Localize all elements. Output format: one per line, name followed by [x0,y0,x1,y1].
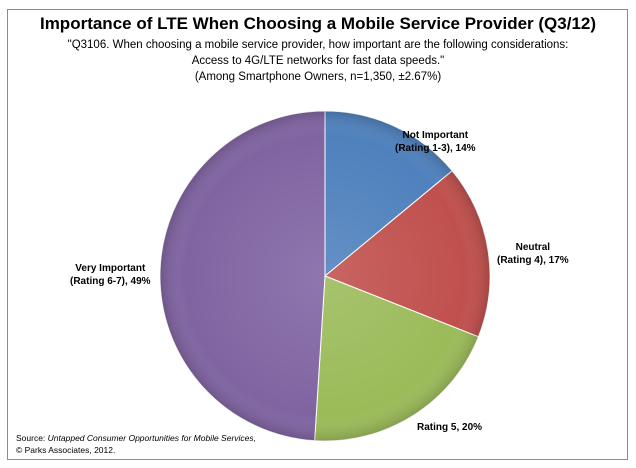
label-line: (Rating 4), 17% [497,255,569,266]
label-line: Not Important [402,130,469,141]
source-prefix: Source: [16,433,48,443]
slice-label-very-important: Very Important (Rating 6-7), 49% [70,262,151,288]
label-line: Very Important [75,263,146,274]
slice-label-neutral: Neutral (Rating 4), 17% [497,241,569,267]
label-line: Rating 5, 20% [417,422,483,433]
source-note: Source: Untapped Consumer Opportunities … [16,432,256,456]
label-line: (Rating 6-7), 49% [70,276,151,287]
chart-subtitle-line-2: Access to 4G/LTE networks for fast data … [191,55,445,67]
label-line: Neutral [515,242,551,253]
slice-label-not-important: Not Important (Rating 1-3), 14% [395,129,476,155]
label-line: (Rating 1-3), 14% [395,143,476,154]
chart-title: Importance of LTE When Choosing a Mobile… [39,14,597,33]
copyright: © Parks Associates, 2012. [16,445,116,455]
chart-subtitle-line-3: (Among Smartphone Owners, n=1,350, ±2.67… [194,71,442,83]
source-title: Untapped Consumer Opportunities for Mobi… [47,433,257,443]
chart-frame [7,9,628,460]
chart-subtitle-line-1: "Q3106. When choosing a mobile service p… [67,39,569,51]
slice-label-rating-5: Rating 5, 20% [417,421,482,434]
pie-shading [160,111,490,441]
